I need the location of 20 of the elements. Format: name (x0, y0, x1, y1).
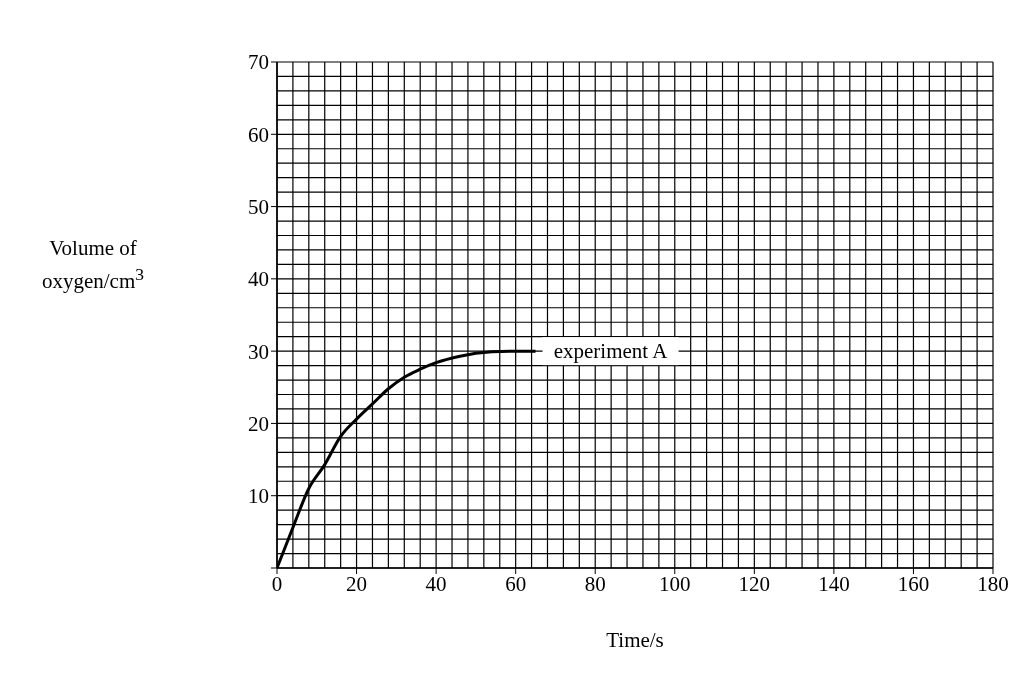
x-tick-label: 180 (977, 571, 1009, 596)
y-tick-label: 20 (248, 411, 269, 436)
x-tick-label: 80 (584, 571, 606, 596)
x-tick-label: 120 (738, 571, 771, 596)
x-axis-title: Time/s (605, 628, 665, 653)
x-tick-label: 100 (659, 571, 691, 596)
y-tick-label: 10 (248, 484, 269, 509)
x-tick-label: 20 (346, 571, 368, 596)
x-tick-label: 160 (897, 571, 930, 596)
y-tick-label: 30 (248, 339, 269, 364)
x-tick-label: 40 (425, 571, 447, 596)
x-tick-label: 0 (271, 571, 283, 596)
y-tick-label: 70 (248, 50, 269, 75)
y-tick-label: 50 (248, 195, 269, 220)
x-tick-label: 60 (505, 571, 527, 596)
y-tick-label: 60 (248, 122, 269, 147)
y-tick-label: 40 (248, 267, 269, 292)
y-axis-title: Volume of oxygen/cm$^{3}$ (40, 235, 146, 294)
annotation: experiment A (553, 339, 669, 364)
x-tick-label: 140 (818, 571, 850, 596)
